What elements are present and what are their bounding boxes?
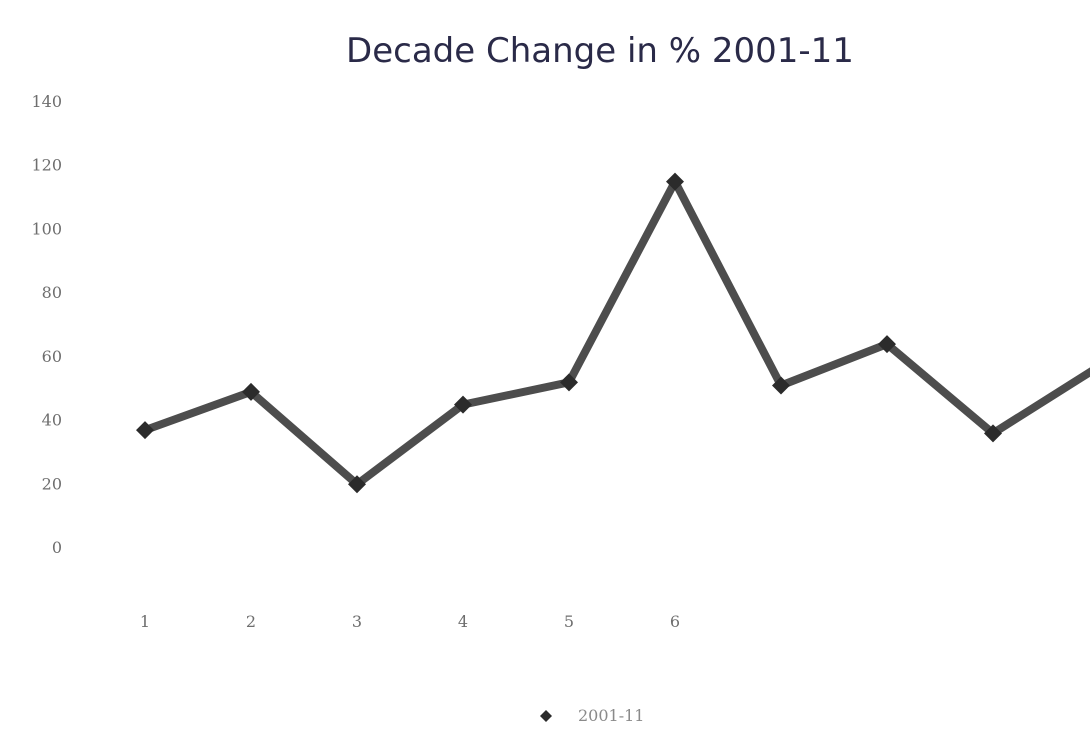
x-tick-label: 3 (352, 612, 362, 631)
x-tick-label: 2 (246, 612, 256, 631)
data-point (560, 373, 578, 392)
y-tick-label: 20 (42, 474, 62, 493)
legend: 2001-11 (540, 706, 644, 725)
y-tick-label: 80 (42, 283, 62, 302)
data-point (666, 172, 684, 191)
data-point (136, 421, 154, 440)
data-point (984, 424, 1002, 443)
legend-label: 2001-11 (578, 706, 644, 725)
x-tick-label: 4 (458, 612, 468, 631)
series-layer (136, 172, 1090, 494)
data-point (242, 382, 260, 401)
y-axis-tick-labels: 0 20 40 60 80 100 120 140 (31, 92, 62, 557)
series-line (141, 177, 1090, 489)
y-tick-label: 140 (31, 92, 62, 111)
chart-title: Decade Change in % 2001-11 (346, 31, 854, 71)
y-tick-label: 0 (52, 538, 62, 557)
x-tick-label: 6 (670, 612, 680, 631)
y-tick-label: 40 (42, 411, 62, 430)
y-tick-label: 60 (42, 347, 62, 366)
x-tick-label: 1 (140, 612, 150, 631)
legend-marker (540, 710, 552, 722)
y-tick-label: 120 (31, 156, 62, 175)
x-axis-tick-labels: 1 2 3 4 5 6 (140, 612, 680, 631)
data-point (772, 376, 790, 395)
y-tick-label: 100 (31, 219, 62, 238)
data-point (348, 475, 366, 494)
data-point (878, 335, 896, 354)
data-point (454, 395, 472, 414)
x-tick-label: 5 (564, 612, 574, 631)
